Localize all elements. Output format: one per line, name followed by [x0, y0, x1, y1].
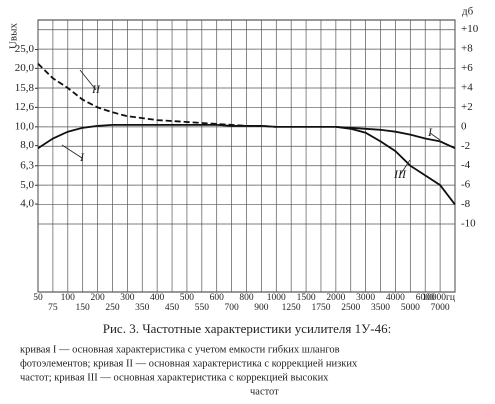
description-line: фотоэлементов; кривая II — основная хара… [20, 358, 358, 369]
x-tick-label: 7000 [431, 303, 450, 313]
curve-label: I [79, 150, 85, 164]
y2-tick-label: -4 [461, 159, 471, 171]
caption: Рис. 3. Частотные характеристики усилите… [103, 321, 392, 336]
y-tick-label: 5,0 [20, 179, 34, 191]
curve-label: I [427, 125, 433, 139]
y-tick-label: 25,0 [15, 43, 35, 55]
x-tick-label: 1000 [267, 293, 286, 303]
line-series [37, 124, 456, 150]
x-tick-label: 3000 [356, 293, 375, 303]
x-tick-label: 550 [195, 303, 210, 313]
x-tick-label: 400 [150, 293, 165, 303]
x-tick-label: 600 [210, 293, 225, 303]
y2-tick-label: -10 [461, 218, 476, 230]
x-tick-label: 4000 [386, 293, 405, 303]
leader-line [429, 132, 441, 141]
curve-label: III [393, 167, 407, 181]
y2-tick-label: +8 [461, 43, 473, 55]
y2-tick-label: 0 [461, 120, 467, 132]
x-tick-label: 1500 [297, 293, 316, 303]
y-tick-label: 6,3 [20, 159, 34, 171]
y-tick-label: 12,6 [15, 101, 35, 113]
x-tick-label: 75 [48, 303, 58, 313]
y2-tick-label: -2 [461, 140, 470, 152]
y-tick-label: 10,0 [15, 120, 35, 132]
description-line: частот [250, 386, 279, 397]
x-tick-label: 350 [135, 303, 150, 313]
x-tick-label: 200 [90, 293, 105, 303]
x-tick-label: 150 [76, 303, 91, 313]
y2-tick-label: +2 [461, 101, 473, 113]
description-line: кривая I — основная характеристика с уче… [20, 344, 340, 355]
y-axis-label: Uвых [8, 22, 20, 49]
x-tick-label: 10000гц [422, 293, 455, 303]
x-tick-label: 500 [180, 293, 195, 303]
x-tick-label: 700 [224, 303, 239, 313]
y-tick-label: 8,0 [20, 139, 34, 151]
y2-tick-label: +4 [461, 82, 473, 94]
y2-tick-label: -6 [461, 179, 471, 191]
y2-axis-label: дб [462, 6, 474, 18]
x-tick-label: 1250 [282, 303, 301, 313]
x-tick-label: 300 [120, 293, 135, 303]
x-tick-label: 250 [105, 303, 120, 313]
line-series [335, 126, 456, 206]
x-tick-label: 1750 [311, 303, 330, 313]
x-tick-label: 100 [61, 293, 76, 303]
leader-line [399, 159, 411, 176]
y2-tick-label: +6 [461, 62, 473, 74]
x-tick-label: 50 [33, 293, 43, 303]
y2-tick-label: -8 [461, 198, 471, 210]
leader-line [79, 69, 97, 91]
leader-line [61, 144, 83, 159]
x-tick-label: 6000 [416, 293, 435, 303]
x-tick-label: 900 [254, 303, 269, 313]
x-tick-label: 2500 [341, 303, 360, 313]
x-tick-label: 2000 [326, 293, 345, 303]
description-line: частот; кривая III — основная характерис… [20, 372, 329, 383]
y-tick-label: 4,0 [20, 198, 34, 210]
x-tick-label: 450 [165, 303, 180, 313]
x-tick-label: 3500 [371, 303, 390, 313]
line-series [37, 63, 277, 128]
y2-tick-label: +10 [461, 23, 479, 35]
x-tick-label: 5000 [401, 303, 420, 313]
curve-label: II [91, 82, 101, 96]
y-tick-label: 15,8 [15, 82, 35, 94]
x-tick-label: 800 [239, 293, 254, 303]
y-tick-label: 20,0 [15, 62, 35, 74]
